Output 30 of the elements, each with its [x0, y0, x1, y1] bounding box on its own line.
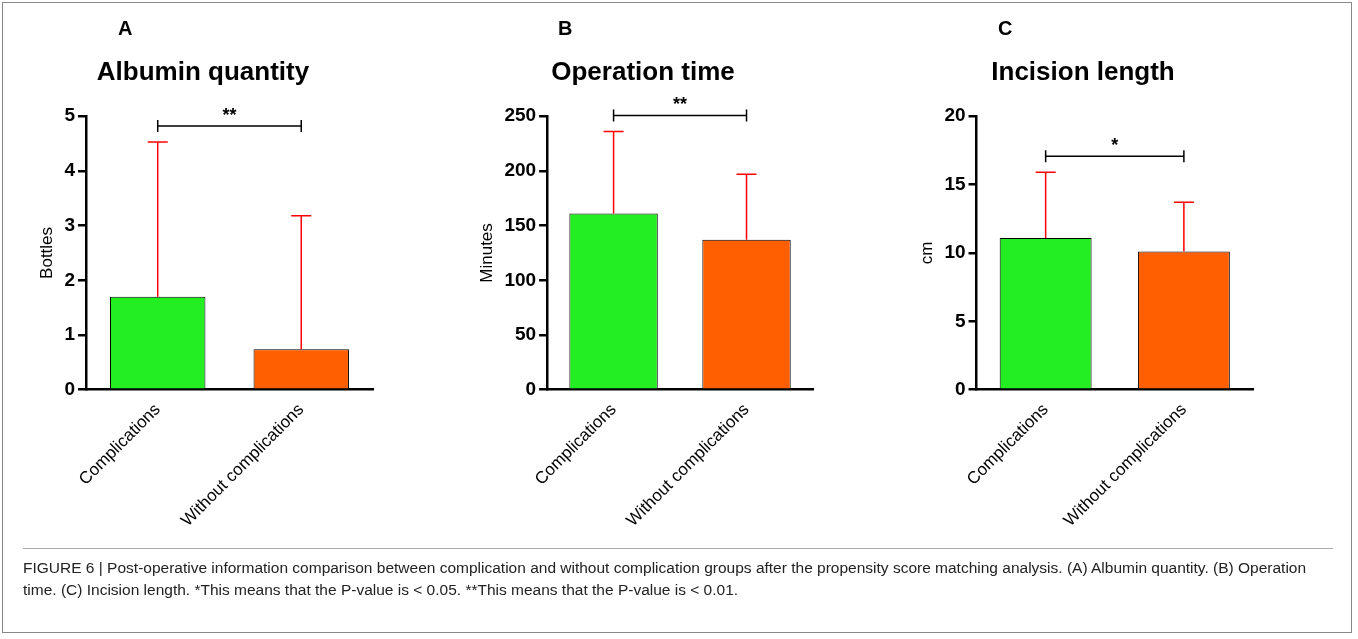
- y-tick-label: 3: [64, 213, 75, 235]
- text: B: [558, 16, 573, 39]
- text: **: [673, 94, 688, 115]
- y-tick-label: 0: [954, 377, 966, 399]
- y-tick-label: 1: [64, 323, 76, 345]
- y-tick-label: 20: [944, 104, 966, 126]
- y-tick-label: 15: [944, 172, 966, 194]
- y-tick-label: 0: [64, 377, 75, 399]
- annotation: **: [222, 104, 237, 125]
- y-tick-label: 150: [504, 213, 537, 235]
- y-axis-title: cm: [916, 241, 936, 265]
- y-tick-label: 250: [504, 104, 537, 126]
- y-tick-label: 10: [944, 241, 966, 263]
- y-tick-label: 5: [64, 104, 76, 126]
- y-axis-title: Bottles: [36, 226, 56, 279]
- y-tick-label: 200: [504, 159, 537, 181]
- y-tick-label: 4: [64, 159, 76, 181]
- y-axis-title: Minutes: [476, 223, 496, 283]
- caption: FIGURE 6 | Post-operative information comparison between complication and without complication groups after the propensity score matching analysis. (A) Albumin quantity. (B) Operation time. (C) Incision length. *This means that the P-value is < 0.05. **This means that the P-value is < 0.01.: [23, 548, 1333, 601]
- text: C: [998, 16, 1013, 39]
- annotation: *: [1111, 135, 1119, 156]
- y-tick-label: 50: [514, 323, 537, 345]
- chart-title: Albumin quantity: [96, 55, 310, 86]
- y-tick-label: 100: [504, 268, 537, 290]
- y-tick-label: 5: [954, 309, 966, 331]
- chart-title: Incision length: [991, 55, 1175, 86]
- chart-title: Operation time: [551, 55, 735, 86]
- y-tick-label: 0: [525, 377, 537, 399]
- text: A: [118, 16, 133, 39]
- y-tick-label: 2: [64, 268, 75, 290]
